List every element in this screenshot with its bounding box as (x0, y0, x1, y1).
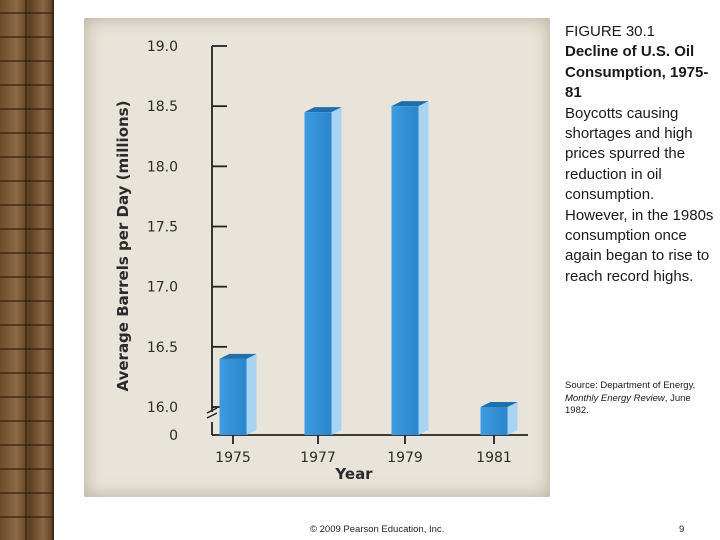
figure-description: Boycotts causing shortages and high pric… (565, 104, 714, 285)
page-number: 9 (679, 524, 685, 535)
bar-side (507, 402, 518, 435)
y-axis-zero-label: 0 (169, 428, 178, 444)
bar-side (246, 353, 257, 435)
figure-number: FIGURE 30.1 (565, 23, 656, 40)
bar-front (304, 112, 332, 435)
y-tick-label: 16.0 (147, 400, 178, 416)
bar (480, 402, 518, 435)
source-publication: Monthly Energy Review (565, 392, 665, 404)
source-prefix: Source: Department of Energy, (565, 380, 696, 391)
bar-top (480, 402, 518, 407)
figure-caption: FIGURE 30.1 Decline of U.S. Oil Consumpt… (565, 22, 715, 287)
bar (391, 101, 429, 436)
axis-break (206, 407, 218, 419)
y-tick-label: 19.0 (147, 39, 178, 55)
y-tick-label: 16.5 (147, 340, 178, 356)
bar-top (219, 353, 257, 359)
copyright: © 2009 Pearson Education, Inc. (310, 524, 445, 535)
x-tick-label: 1981 (476, 450, 512, 466)
y-tick-label: 18.5 (147, 99, 178, 115)
bar (219, 353, 257, 435)
bar-top (304, 107, 342, 113)
y-tick-label: 17.5 (147, 220, 178, 236)
y-axis-title: Average Barrels per Day (millions) (114, 101, 132, 392)
decorative-rail (0, 0, 55, 540)
bar-front (219, 358, 247, 435)
x-tick-label: 1977 (300, 450, 336, 466)
bar-top (391, 101, 429, 107)
x-axis-title: Year (334, 465, 373, 483)
source-note: Source: Department of Energy, Monthly En… (565, 380, 705, 418)
x-tick-label: 1975 (215, 450, 251, 466)
bar-side (418, 101, 429, 436)
bar-side (331, 107, 342, 435)
y-tick-label: 18.0 (147, 159, 178, 175)
x-tick-label: 1979 (387, 450, 423, 466)
source-suffix: , June 1982. (565, 392, 691, 417)
y-tick-label: 17.0 (147, 280, 178, 296)
bar-front (391, 106, 419, 436)
bar (304, 107, 342, 435)
bar-front (480, 407, 508, 435)
bar-chart: 19.0 18.5 18.0 17.5 17.0 16.5 16.0 0 Average Bar… (114, 39, 528, 483)
figure-title: Decline of U.S. Oil Consumption, 1975-81 (565, 43, 709, 102)
